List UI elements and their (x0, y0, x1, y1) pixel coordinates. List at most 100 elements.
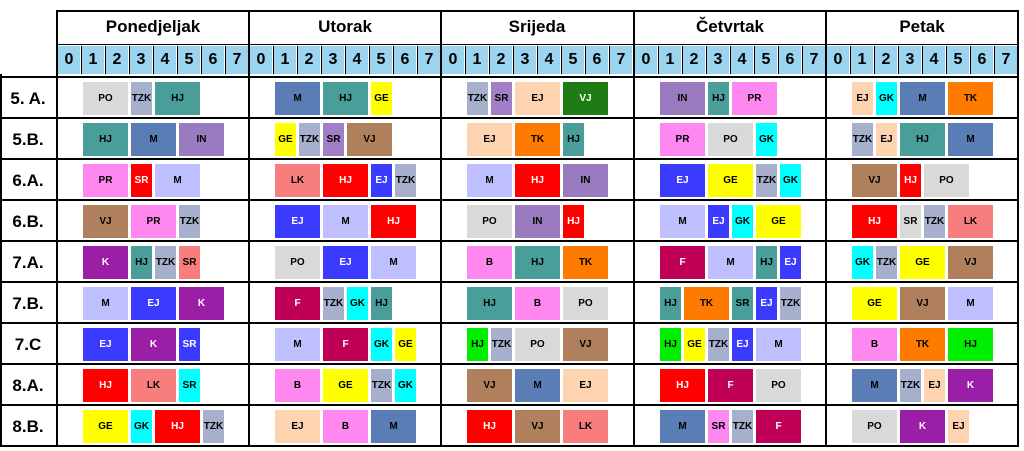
lesson-block[interactable]: F (323, 328, 368, 361)
lesson-block[interactable]: HJ (467, 328, 488, 361)
lesson-block[interactable]: HJ (83, 369, 128, 402)
lesson-block[interactable]: M (83, 287, 128, 320)
lesson-block[interactable]: EJ (371, 164, 392, 197)
lesson-block[interactable]: M (948, 287, 993, 320)
lesson-block[interactable]: LK (131, 369, 176, 402)
lesson-block[interactable]: M (515, 369, 560, 402)
lesson-block[interactable]: HJ (467, 287, 512, 320)
lesson-block[interactable]: PO (756, 369, 801, 402)
lesson-block[interactable]: K (179, 287, 224, 320)
lesson-block[interactable]: HJ (563, 205, 584, 238)
lesson-block[interactable]: GK (780, 164, 801, 197)
lesson-block[interactable]: EJ (852, 82, 873, 115)
lesson-block[interactable]: HJ (323, 164, 368, 197)
lesson-block[interactable]: IN (179, 123, 224, 156)
lesson-block[interactable]: VJ (852, 164, 897, 197)
lesson-block[interactable]: K (83, 246, 128, 279)
lesson-block[interactable]: SR (131, 164, 152, 197)
lesson-block[interactable]: TK (900, 328, 945, 361)
lesson-block[interactable]: M (467, 164, 512, 197)
lesson-block[interactable]: EJ (323, 246, 368, 279)
lesson-block[interactable]: M (131, 123, 176, 156)
lesson-block[interactable]: HJ (155, 82, 200, 115)
lesson-block[interactable]: M (275, 328, 320, 361)
lesson-block[interactable]: SR (179, 369, 200, 402)
lesson-block[interactable]: K (131, 328, 176, 361)
lesson-block[interactable]: EJ (83, 328, 128, 361)
lesson-block[interactable]: EJ (732, 328, 753, 361)
lesson-block[interactable]: VJ (900, 287, 945, 320)
lesson-block[interactable]: HJ (467, 410, 512, 443)
lesson-block[interactable]: M (900, 82, 945, 115)
lesson-block[interactable]: F (660, 246, 705, 279)
lesson-block[interactable]: GE (83, 410, 128, 443)
lesson-block[interactable]: TZK (203, 410, 224, 443)
lesson-block[interactable]: GE (323, 369, 368, 402)
lesson-block[interactable]: LK (563, 410, 608, 443)
lesson-block[interactable]: TZK (708, 328, 729, 361)
lesson-block[interactable]: B (275, 369, 320, 402)
lesson-block[interactable]: EJ (948, 410, 969, 443)
lesson-block[interactable]: EJ (708, 205, 729, 238)
lesson-block[interactable]: IN (660, 82, 705, 115)
lesson-block[interactable]: SR (900, 205, 921, 238)
lesson-block[interactable]: TK (684, 287, 729, 320)
lesson-block[interactable]: HJ (83, 123, 128, 156)
lesson-block[interactable]: TZK (732, 410, 753, 443)
lesson-block[interactable]: VJ (563, 328, 608, 361)
lesson-block[interactable]: PR (131, 205, 176, 238)
lesson-block[interactable]: HJ (515, 246, 560, 279)
lesson-block[interactable]: TZK (924, 205, 945, 238)
lesson-block[interactable]: GE (395, 328, 416, 361)
lesson-block[interactable]: TZK (155, 246, 176, 279)
lesson-block[interactable]: K (900, 410, 945, 443)
lesson-block[interactable]: M (371, 246, 416, 279)
lesson-block[interactable]: HJ (660, 328, 681, 361)
lesson-block[interactable]: HJ (900, 123, 945, 156)
lesson-block[interactable]: TK (948, 82, 993, 115)
lesson-block[interactable]: F (756, 410, 801, 443)
lesson-block[interactable]: M (155, 164, 200, 197)
lesson-block[interactable]: TZK (852, 123, 873, 156)
lesson-block[interactable]: HJ (660, 287, 681, 320)
lesson-block[interactable]: PO (708, 123, 753, 156)
lesson-block[interactable]: SR (323, 123, 344, 156)
lesson-block[interactable]: EJ (515, 82, 560, 115)
lesson-block[interactable]: TZK (299, 123, 320, 156)
lesson-block[interactable]: EJ (876, 123, 897, 156)
lesson-block[interactable]: IN (563, 164, 608, 197)
lesson-block[interactable]: M (323, 205, 368, 238)
lesson-block[interactable]: B (467, 246, 512, 279)
lesson-block[interactable]: GK (876, 82, 897, 115)
lesson-block[interactable]: M (756, 328, 801, 361)
lesson-block[interactable]: HJ (852, 205, 897, 238)
lesson-block[interactable]: M (948, 123, 993, 156)
lesson-block[interactable]: PR (732, 82, 777, 115)
lesson-block[interactable]: VJ (83, 205, 128, 238)
lesson-block[interactable]: PR (660, 123, 705, 156)
lesson-block[interactable]: EJ (756, 287, 777, 320)
lesson-block[interactable]: EJ (275, 410, 320, 443)
lesson-block[interactable]: PO (924, 164, 969, 197)
lesson-block[interactable]: HJ (660, 369, 705, 402)
lesson-block[interactable]: TZK (395, 164, 416, 197)
lesson-block[interactable]: M (660, 205, 705, 238)
lesson-block[interactable]: EJ (131, 287, 176, 320)
lesson-block[interactable]: TZK (491, 328, 512, 361)
lesson-block[interactable]: SR (491, 82, 512, 115)
lesson-block[interactable]: HJ (900, 164, 921, 197)
lesson-block[interactable]: GE (684, 328, 705, 361)
lesson-block[interactable]: EJ (924, 369, 945, 402)
lesson-block[interactable]: TZK (323, 287, 344, 320)
lesson-block[interactable]: TZK (756, 164, 777, 197)
lesson-block[interactable]: SR (179, 246, 200, 279)
lesson-block[interactable]: GE (708, 164, 753, 197)
lesson-block[interactable]: LK (948, 205, 993, 238)
lesson-block[interactable]: EJ (563, 369, 608, 402)
lesson-block[interactable]: VJ (948, 246, 993, 279)
lesson-block[interactable]: HJ (563, 123, 584, 156)
lesson-block[interactable]: M (275, 82, 320, 115)
lesson-block[interactable]: VJ (467, 369, 512, 402)
lesson-block[interactable]: B (323, 410, 368, 443)
lesson-block[interactable]: EJ (467, 123, 512, 156)
